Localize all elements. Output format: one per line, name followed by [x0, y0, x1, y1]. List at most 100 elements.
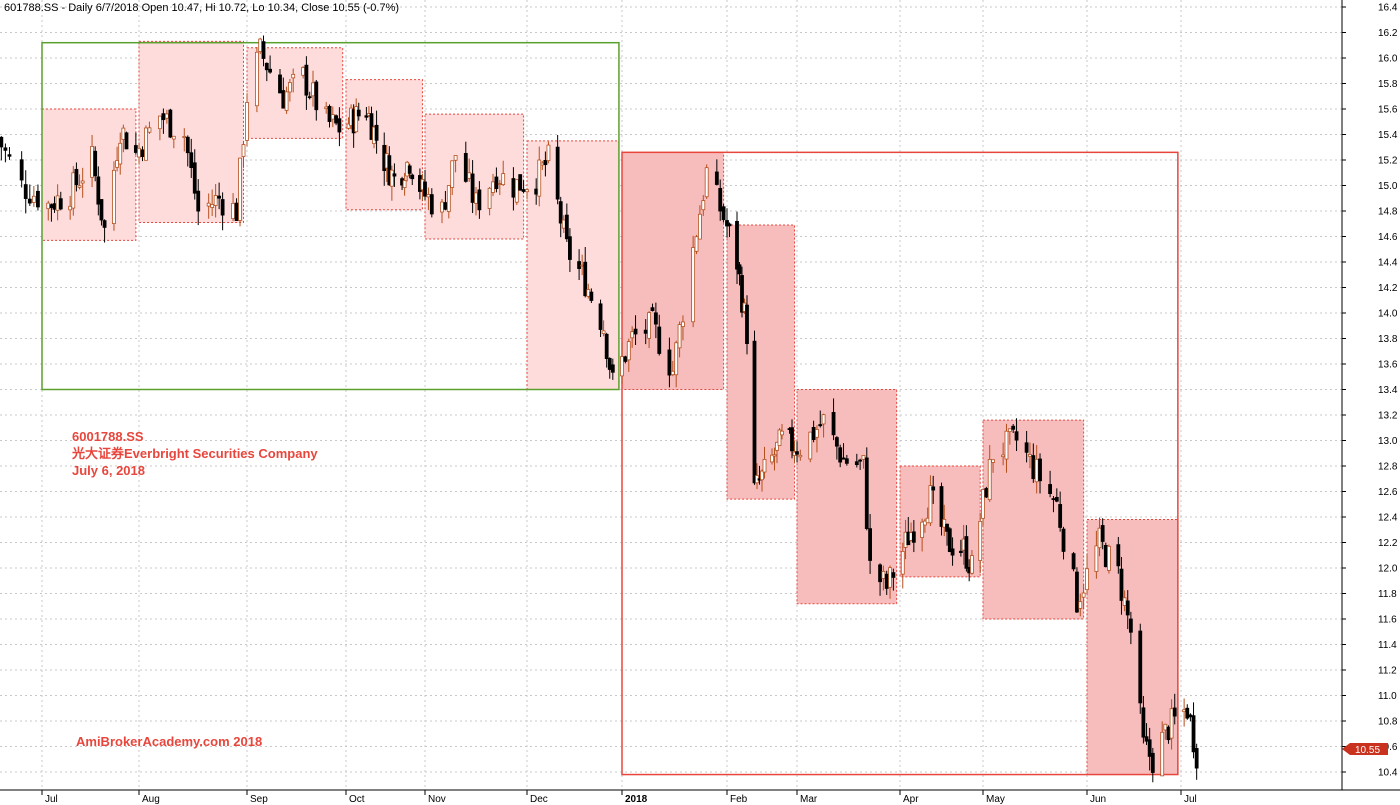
- candle: [497, 179, 502, 196]
- candle: [861, 455, 866, 469]
- candle-body: [718, 187, 723, 212]
- candle-body: [920, 521, 925, 539]
- candle: [1004, 423, 1009, 473]
- candle: [423, 170, 427, 201]
- candle-body: [1071, 553, 1076, 570]
- candle-body: [868, 528, 872, 561]
- candle: [1107, 544, 1111, 574]
- candle-body: [958, 550, 963, 553]
- candle: [537, 146, 542, 207]
- candle: [795, 441, 799, 463]
- candle: [144, 125, 148, 161]
- y-tick-label: 14.6: [1378, 232, 1398, 243]
- candle-body: [1100, 525, 1105, 542]
- candle: [407, 163, 412, 179]
- candle: [364, 106, 369, 121]
- candle-body: [210, 204, 215, 208]
- candle: [31, 185, 36, 207]
- candle: [238, 157, 242, 227]
- candle: [93, 146, 98, 182]
- candle: [991, 459, 995, 473]
- candle: [798, 449, 803, 461]
- candle-body: [760, 470, 764, 481]
- candle: [601, 320, 606, 337]
- candle-body: [264, 62, 269, 71]
- candle: [1150, 747, 1155, 783]
- candle-body: [811, 427, 816, 440]
- candle-body: [1001, 454, 1006, 458]
- candle: [939, 482, 944, 536]
- candle-body: [780, 430, 784, 436]
- candle: [1119, 557, 1124, 615]
- candle-body: [546, 144, 551, 162]
- candle: [189, 138, 194, 178]
- candle-body: [55, 195, 60, 211]
- candle-body: [762, 459, 767, 473]
- yearly-range-box: [621, 151, 1179, 776]
- candle: [821, 413, 826, 438]
- candle-body: [144, 127, 148, 161]
- candle: [725, 208, 729, 238]
- candle-body: [337, 118, 342, 133]
- candle: [630, 326, 635, 348]
- candle-body: [740, 275, 744, 313]
- yearly-range-box: [41, 41, 620, 391]
- candle-body: [356, 109, 361, 117]
- candle-body: [1031, 455, 1036, 480]
- candle: [752, 330, 757, 485]
- candle-body: [1128, 618, 1133, 633]
- candle-body: [950, 548, 955, 556]
- y-tick-label: 10.8: [1378, 717, 1398, 728]
- candle: [518, 174, 523, 191]
- y-tick-label: 16.2: [1378, 28, 1398, 39]
- candle: [213, 184, 218, 218]
- candle: [314, 79, 319, 121]
- candle: [945, 523, 949, 546]
- candle: [356, 102, 361, 121]
- candle-body: [558, 201, 563, 224]
- monthly-range-boxes: [41, 40, 1179, 776]
- candle: [446, 185, 451, 219]
- candle: [137, 144, 141, 165]
- candle-body: [1160, 731, 1165, 777]
- candle: [7, 147, 12, 160]
- candle: [1048, 470, 1052, 498]
- candle: [984, 486, 989, 498]
- candle: [780, 424, 784, 440]
- last-price-tag: 10.55: [1342, 743, 1388, 756]
- candle-body: [1147, 739, 1152, 757]
- candle: [838, 444, 843, 468]
- candle-body: [426, 194, 431, 198]
- candle: [704, 164, 709, 199]
- candle-body: [808, 431, 813, 460]
- candle: [494, 167, 499, 193]
- candle: [429, 188, 434, 218]
- candle-body: [440, 201, 444, 213]
- candle-body: [254, 51, 259, 107]
- candle-body: [238, 157, 242, 221]
- candle-body: [1014, 431, 1019, 441]
- candle: [772, 447, 777, 471]
- y-tick-label: 14.0: [1378, 309, 1398, 320]
- candle-body: [790, 427, 794, 452]
- candle: [234, 198, 239, 221]
- candle-body: [1028, 454, 1032, 457]
- candle-body: [423, 181, 427, 197]
- candle-body: [861, 455, 866, 460]
- candle: [834, 436, 839, 460]
- monthly-range-box: [246, 47, 344, 139]
- candle-body: [494, 176, 499, 189]
- candle-body: [311, 82, 315, 97]
- candle: [691, 235, 696, 328]
- candle: [858, 458, 863, 470]
- candle: [950, 537, 955, 566]
- candle: [647, 311, 651, 349]
- candle-body: [620, 356, 624, 377]
- candle-body: [234, 202, 239, 221]
- candle-body: [704, 167, 709, 198]
- candle-body: [1034, 458, 1039, 483]
- candle: [124, 131, 129, 150]
- candle-body: [161, 113, 166, 121]
- candle-body: [429, 194, 434, 215]
- candle-body: [598, 303, 603, 330]
